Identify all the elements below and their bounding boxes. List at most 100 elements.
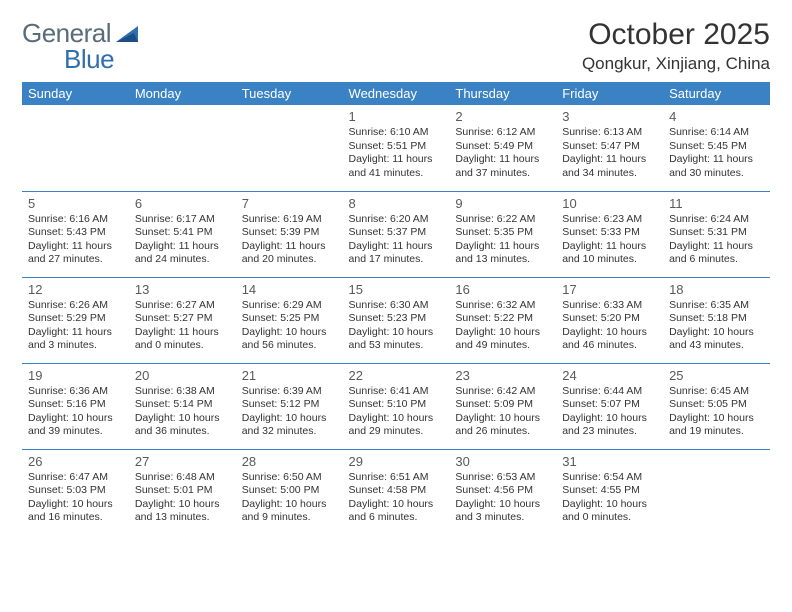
logo-triangle-icon (116, 24, 142, 44)
day-info: Sunrise: 6:20 AMSunset: 5:37 PMDaylight:… (349, 213, 444, 268)
calendar-day: 17Sunrise: 6:33 AMSunset: 5:20 PMDayligh… (556, 277, 663, 363)
calendar-day: 11 Sunrise: 6:24 AMSunset: 5:31 PMDayligh… (663, 191, 770, 277)
calendar-day: 21 Sunrise: 6:39 AMSunset: 5:12 PMDayligh… (236, 363, 343, 449)
day-number: 10 (562, 196, 657, 211)
day-number: 25 (669, 368, 764, 383)
calendar-day: 2 Sunrise: 6:12 AMSunset: 5:49 PMDaylight… (449, 105, 556, 191)
calendar-day: 20 Sunrise: 6:38 AMSunset: 5:14 PMDayligh… (129, 363, 236, 449)
day-info: Sunrise: 6:35 AMSunset: 5:18 PMDaylight:… (669, 299, 764, 354)
day-number: 4 (669, 109, 764, 124)
calendar-day: 19 Sunrise: 6:36 AMSunset: 5:16 PMDayligh… (22, 363, 129, 449)
day-info: Sunrise: 6:23 AMSunset: 5:33 PMDaylight:… (562, 213, 657, 268)
day-number: 14 (242, 282, 337, 297)
day-info: Sunrise: 6:27 AMSunset: 5:27 PMDaylight:… (135, 299, 230, 354)
calendar-day-empty (236, 105, 343, 191)
day-number: 13 (135, 282, 230, 297)
day-number: 8 (349, 196, 444, 211)
day-number: 26 (28, 454, 123, 469)
day-header: Sunday (22, 82, 129, 105)
logo-text-b: Blue (64, 44, 114, 75)
day-info: Sunrise: 6:32 AMSunset: 5:22 PMDaylight:… (455, 299, 550, 354)
day-info: Sunrise: 6:13 AMSunset: 5:47 PMDaylight:… (562, 126, 657, 181)
day-info: Sunrise: 6:39 AMSunset: 5:12 PMDaylight:… (242, 385, 337, 440)
day-number: 2 (455, 109, 550, 124)
day-number: 15 (349, 282, 444, 297)
day-number: 19 (28, 368, 123, 383)
day-info: Sunrise: 6:42 AMSunset: 5:09 PMDaylight:… (455, 385, 550, 440)
day-info: Sunrise: 6:19 AMSunset: 5:39 PMDaylight:… (242, 213, 337, 268)
day-header: Friday (556, 82, 663, 105)
calendar-week: 19 Sunrise: 6:36 AMSunset: 5:16 PMDayligh… (22, 363, 770, 449)
calendar-day: 26 Sunrise: 6:47 AMSunset: 5:03 PMDayligh… (22, 449, 129, 535)
calendar-week: 26 Sunrise: 6:47 AMSunset: 5:03 PMDayligh… (22, 449, 770, 535)
day-number: 24 (562, 368, 657, 383)
day-info: Sunrise: 6:30 AMSunset: 5:23 PMDaylight:… (349, 299, 444, 354)
day-number: 5 (28, 196, 123, 211)
day-info: Sunrise: 6:26 AMSunset: 5:29 PMDaylight:… (28, 299, 123, 354)
day-number: 20 (135, 368, 230, 383)
day-number: 28 (242, 454, 337, 469)
calendar-day: 6 Sunrise: 6:17 AMSunset: 5:41 PMDaylight… (129, 191, 236, 277)
day-number: 23 (455, 368, 550, 383)
calendar-day: 25 Sunrise: 6:45 AMSunset: 5:05 PMDayligh… (663, 363, 770, 449)
calendar-table: SundayMondayTuesdayWednesdayThursdayFrid… (22, 82, 770, 535)
day-number: 16 (455, 282, 550, 297)
calendar-day: 10 Sunrise: 6:23 AMSunset: 5:33 PMDayligh… (556, 191, 663, 277)
day-number: 9 (455, 196, 550, 211)
calendar-day: 28Sunrise: 6:50 AMSunset: 5:00 PMDayligh… (236, 449, 343, 535)
day-number: 31 (562, 454, 657, 469)
day-header: Monday (129, 82, 236, 105)
day-info: Sunrise: 6:38 AMSunset: 5:14 PMDaylight:… (135, 385, 230, 440)
day-info: Sunrise: 6:10 AMSunset: 5:51 PMDaylight:… (349, 126, 444, 181)
day-number: 21 (242, 368, 337, 383)
day-info: Sunrise: 6:33 AMSunset: 5:20 PMDaylight:… (562, 299, 657, 354)
calendar-week: 12Sunrise: 6:26 AMSunset: 5:29 PMDayligh… (22, 277, 770, 363)
day-number: 6 (135, 196, 230, 211)
day-number: 11 (669, 196, 764, 211)
calendar-day-empty (22, 105, 129, 191)
day-info: Sunrise: 6:41 AMSunset: 5:10 PMDaylight:… (349, 385, 444, 440)
day-info: Sunrise: 6:16 AMSunset: 5:43 PMDaylight:… (28, 213, 123, 268)
day-info: Sunrise: 6:44 AMSunset: 5:07 PMDaylight:… (562, 385, 657, 440)
calendar-day: 23 Sunrise: 6:42 AMSunset: 5:09 PMDayligh… (449, 363, 556, 449)
day-info: Sunrise: 6:53 AMSunset: 4:56 PMDaylight:… (455, 471, 550, 526)
day-header: Saturday (663, 82, 770, 105)
calendar-day: 7Sunrise: 6:19 AMSunset: 5:39 PMDaylight… (236, 191, 343, 277)
day-info: Sunrise: 6:54 AMSunset: 4:55 PMDaylight:… (562, 471, 657, 526)
calendar-day-empty (129, 105, 236, 191)
day-number: 3 (562, 109, 657, 124)
location-label: Qongkur, Xinjiang, China (582, 54, 770, 74)
calendar-day: 1Sunrise: 6:10 AMSunset: 5:51 PMDaylight… (343, 105, 450, 191)
header: General Blue October 2025 Qongkur, Xinji… (22, 18, 770, 74)
day-number: 18 (669, 282, 764, 297)
day-info: Sunrise: 6:36 AMSunset: 5:16 PMDaylight:… (28, 385, 123, 440)
calendar-day: 22 Sunrise: 6:41 AMSunset: 5:10 PMDayligh… (343, 363, 450, 449)
day-number: 27 (135, 454, 230, 469)
calendar-week: 1Sunrise: 6:10 AMSunset: 5:51 PMDaylight… (22, 105, 770, 191)
calendar-day: 31 Sunrise: 6:54 AMSunset: 4:55 PMDayligh… (556, 449, 663, 535)
calendar-day: 24 Sunrise: 6:44 AMSunset: 5:07 PMDayligh… (556, 363, 663, 449)
calendar-day: 8 Sunrise: 6:20 AMSunset: 5:37 PMDaylight… (343, 191, 450, 277)
calendar-day: 3 Sunrise: 6:13 AMSunset: 5:47 PMDaylight… (556, 105, 663, 191)
calendar-day: 16 Sunrise: 6:32 AMSunset: 5:22 PMDayligh… (449, 277, 556, 363)
calendar-day: 13 Sunrise: 6:27 AMSunset: 5:27 PMDayligh… (129, 277, 236, 363)
calendar-day: 12Sunrise: 6:26 AMSunset: 5:29 PMDayligh… (22, 277, 129, 363)
calendar-day: 27 Sunrise: 6:48 AMSunset: 5:01 PMDayligh… (129, 449, 236, 535)
day-info: Sunrise: 6:47 AMSunset: 5:03 PMDaylight:… (28, 471, 123, 526)
day-number: 22 (349, 368, 444, 383)
day-info: Sunrise: 6:48 AMSunset: 5:01 PMDaylight:… (135, 471, 230, 526)
day-info: Sunrise: 6:45 AMSunset: 5:05 PMDaylight:… (669, 385, 764, 440)
calendar-day: 4 Sunrise: 6:14 AMSunset: 5:45 PMDaylight… (663, 105, 770, 191)
day-info: Sunrise: 6:12 AMSunset: 5:49 PMDaylight:… (455, 126, 550, 181)
calendar-day: 5 Sunrise: 6:16 AMSunset: 5:43 PMDaylight… (22, 191, 129, 277)
calendar-day: 14 Sunrise: 6:29 AMSunset: 5:25 PMDayligh… (236, 277, 343, 363)
logo: General Blue (22, 18, 142, 49)
day-info: Sunrise: 6:14 AMSunset: 5:45 PMDaylight:… (669, 126, 764, 181)
day-info: Sunrise: 6:29 AMSunset: 5:25 PMDaylight:… (242, 299, 337, 354)
day-header: Tuesday (236, 82, 343, 105)
day-header: Thursday (449, 82, 556, 105)
calendar-day: 29Sunrise: 6:51 AMSunset: 4:58 PMDayligh… (343, 449, 450, 535)
calendar-head: SundayMondayTuesdayWednesdayThursdayFrid… (22, 82, 770, 105)
day-info: Sunrise: 6:24 AMSunset: 5:31 PMDaylight:… (669, 213, 764, 268)
day-info: Sunrise: 6:17 AMSunset: 5:41 PMDaylight:… (135, 213, 230, 268)
